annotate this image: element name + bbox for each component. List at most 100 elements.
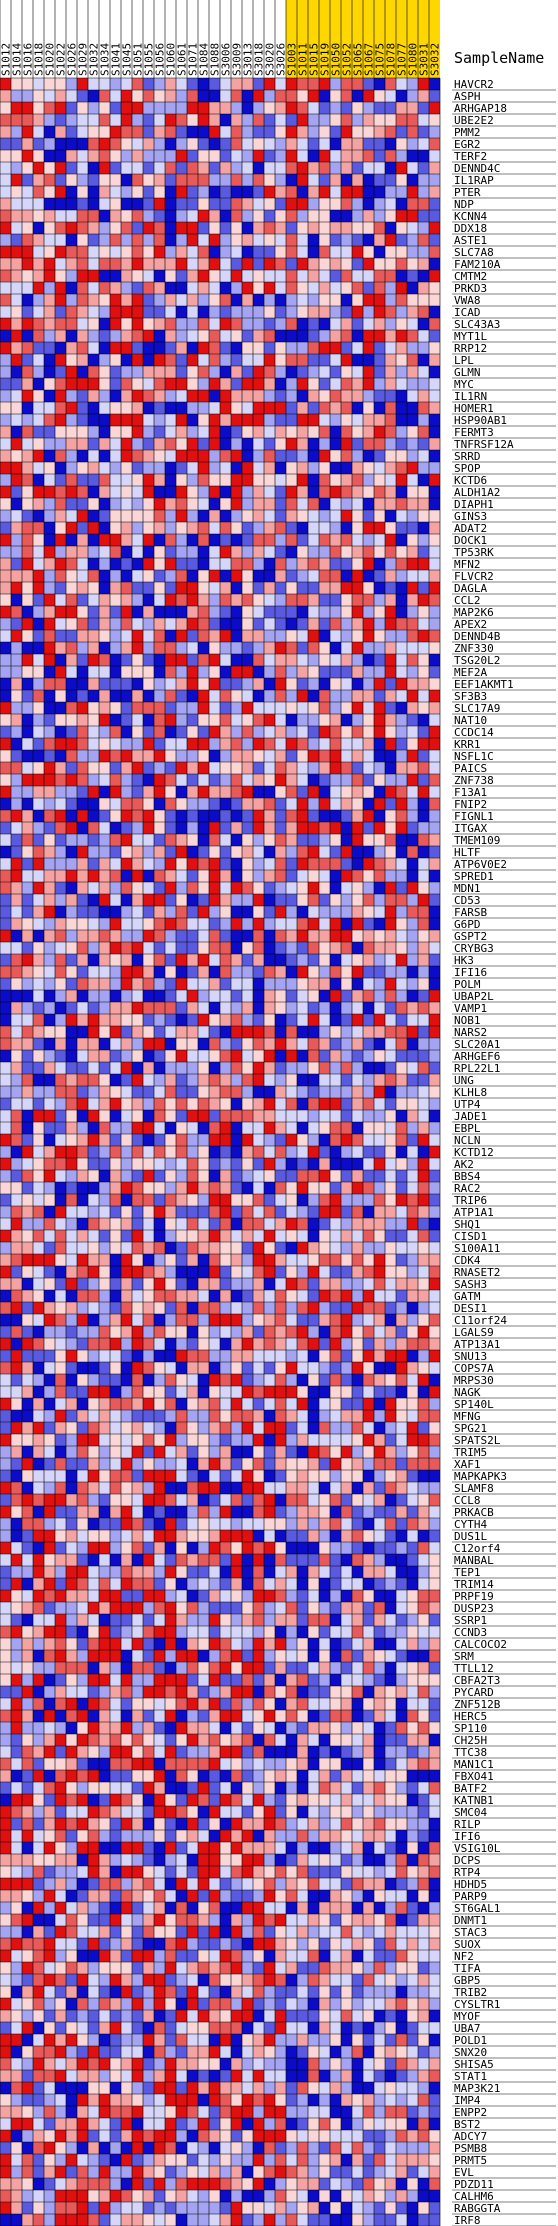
- heatmap-cell: [55, 1362, 66, 1374]
- heatmap-cell: [198, 1110, 209, 1122]
- heatmap-cell: [66, 306, 77, 318]
- heatmap-cell: [385, 366, 396, 378]
- heatmap-cell: [341, 618, 352, 630]
- heatmap-cell: [385, 174, 396, 186]
- heatmap-cell: [44, 1446, 55, 1458]
- heatmap-cell: [418, 906, 429, 918]
- heatmap-cell: [11, 282, 22, 294]
- heatmap-cell: [363, 810, 374, 822]
- heatmap-cell: [132, 786, 143, 798]
- heatmap-cell: [407, 366, 418, 378]
- heatmap-cell: [55, 678, 66, 690]
- heatmap-cell: [22, 1458, 33, 1470]
- heatmap-cell: [88, 210, 99, 222]
- heatmap-cell: [77, 606, 88, 618]
- heatmap-cell: [396, 198, 407, 210]
- heatmap-cell: [396, 1074, 407, 1086]
- heatmap-cell: [44, 210, 55, 222]
- heatmap-cell: [231, 882, 242, 894]
- heatmap-cell: [44, 438, 55, 450]
- heatmap-cell: [209, 1182, 220, 1194]
- heatmap-cell: [66, 150, 77, 162]
- heatmap-cell: [0, 1110, 11, 1122]
- heatmap-cell: [121, 1530, 132, 1542]
- heatmap-cell: [297, 702, 308, 714]
- heatmap-cell: [33, 1110, 44, 1122]
- heatmap-cell: [99, 1458, 110, 1470]
- heatmap-cell: [11, 162, 22, 174]
- heatmap-cell: [55, 510, 66, 522]
- heatmap-cell: [220, 186, 231, 198]
- heatmap-cell: [132, 726, 143, 738]
- heatmap-cell: [154, 1062, 165, 1074]
- heatmap-cell: [55, 1494, 66, 1506]
- heatmap-cell: [33, 390, 44, 402]
- heatmap-cell: [165, 1398, 176, 1410]
- heatmap-cell: [121, 726, 132, 738]
- heatmap-cell: [99, 318, 110, 330]
- heatmap-cell: [341, 1086, 352, 1098]
- heatmap-cell: [132, 594, 143, 606]
- heatmap-cell: [88, 1302, 99, 1314]
- heatmap-cell: [176, 990, 187, 1002]
- heatmap-cell: [154, 906, 165, 918]
- heatmap-cell: [297, 1074, 308, 1086]
- heatmap-cell: [11, 198, 22, 210]
- heatmap-cell: [407, 1050, 418, 1062]
- heatmap-cell: [264, 1146, 275, 1158]
- heatmap-cell: [176, 1314, 187, 1326]
- heatmap-cell: [308, 798, 319, 810]
- heatmap-cell: [297, 642, 308, 654]
- heatmap-cell: [132, 162, 143, 174]
- heatmap-cell: [242, 594, 253, 606]
- heatmap-cell: [33, 198, 44, 210]
- heatmap-cell: [330, 1134, 341, 1146]
- heatmap-cell: [0, 198, 11, 210]
- heatmap-cell: [330, 558, 341, 570]
- heatmap-cell: [429, 294, 440, 306]
- heatmap-cell: [330, 1458, 341, 1470]
- heatmap-cell: [220, 1530, 231, 1542]
- heatmap-cell: [363, 270, 374, 282]
- heatmap-cell: [187, 210, 198, 222]
- heatmap-cell: [121, 1302, 132, 1314]
- heatmap-cell: [396, 1494, 407, 1506]
- heatmap-cell: [198, 1386, 209, 1398]
- heatmap-cell: [407, 462, 418, 474]
- heatmap-cell: [198, 1470, 209, 1482]
- heatmap-cell: [165, 1302, 176, 1314]
- heatmap-cell: [374, 690, 385, 702]
- heatmap-cell: [121, 558, 132, 570]
- heatmap-cell: [99, 234, 110, 246]
- heatmap-cell: [143, 918, 154, 930]
- heatmap-cell: [165, 582, 176, 594]
- heatmap-cell: [99, 1122, 110, 1134]
- heatmap-cell: [55, 1314, 66, 1326]
- heatmap-cell: [187, 1098, 198, 1110]
- heatmap-cell: [297, 534, 308, 546]
- heatmap-cell: [330, 666, 341, 678]
- heatmap-cell: [352, 210, 363, 222]
- heatmap-cell: [363, 1362, 374, 1374]
- heatmap-cell: [330, 246, 341, 258]
- heatmap-cell: [264, 642, 275, 654]
- heatmap-cell: [231, 678, 242, 690]
- heatmap-cell: [88, 546, 99, 558]
- heatmap-cell: [308, 1434, 319, 1446]
- heatmap-cell: [407, 1494, 418, 1506]
- heatmap-cell: [418, 1026, 429, 1038]
- heatmap-cell: [121, 1002, 132, 1014]
- heatmap-cell: [429, 1290, 440, 1302]
- heatmap-cell: [275, 378, 286, 390]
- heatmap-cell: [110, 474, 121, 486]
- heatmap-cell: [275, 738, 286, 750]
- heatmap-cell: [121, 546, 132, 558]
- heatmap-cell: [110, 1362, 121, 1374]
- heatmap-cell: [143, 942, 154, 954]
- heatmap-cell: [143, 114, 154, 126]
- heatmap-cell: [55, 1434, 66, 1446]
- heatmap-cell: [308, 102, 319, 114]
- heatmap-cell: [165, 1014, 176, 1026]
- heatmap-cell: [110, 1050, 121, 1062]
- heatmap-cell: [264, 786, 275, 798]
